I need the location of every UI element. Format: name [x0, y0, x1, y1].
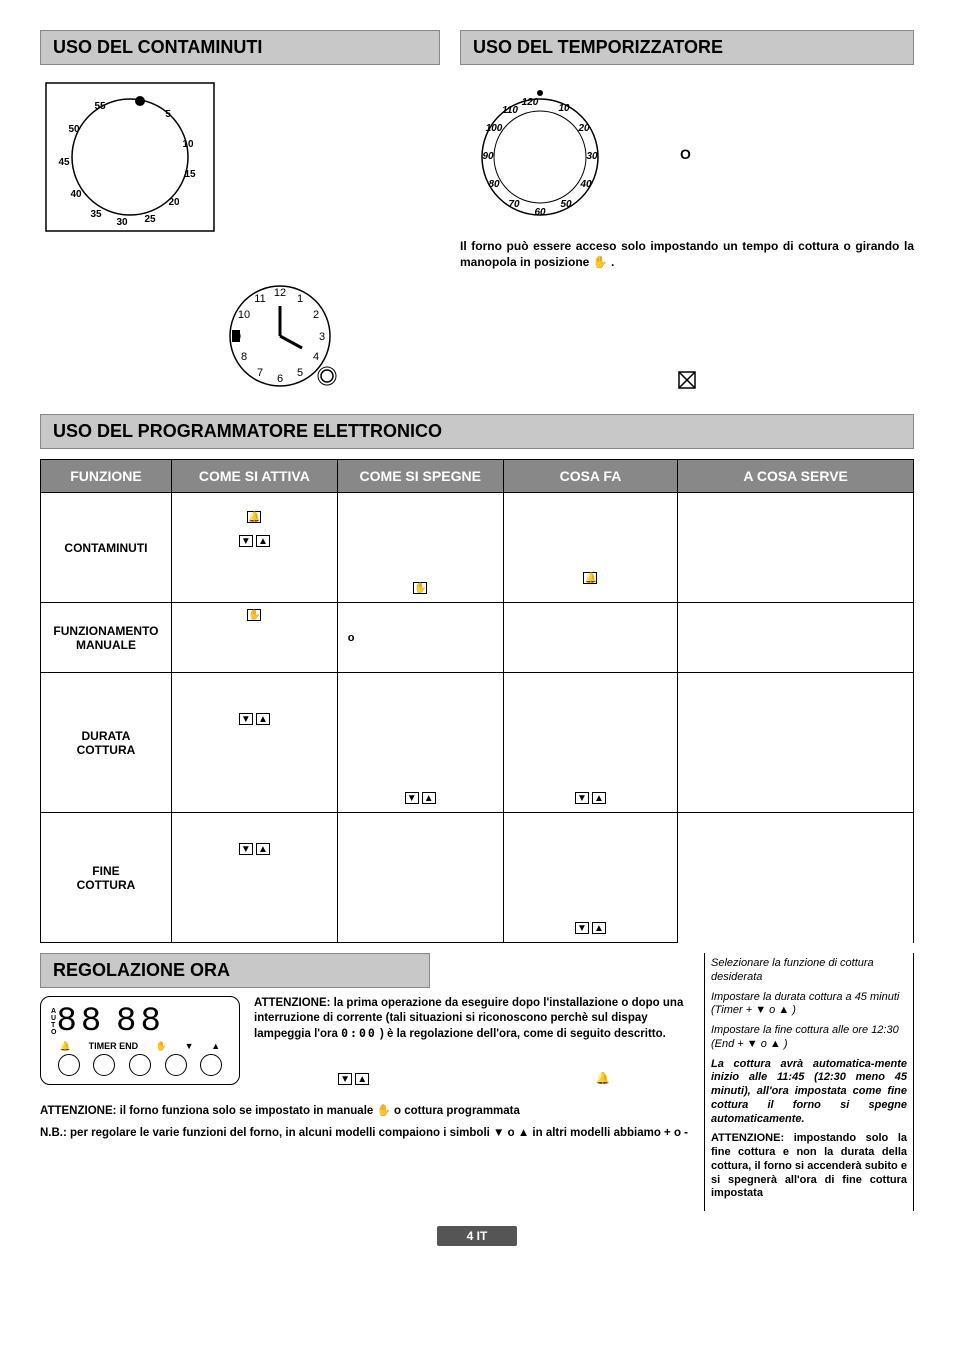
up-icon: ▲	[355, 1073, 369, 1085]
temporizzatore-dial: 10 20 30 40 50 60 70 80 90 100 110 120	[460, 79, 620, 229]
svg-text:8: 8	[241, 351, 247, 363]
timer-button[interactable]	[58, 1054, 80, 1076]
svg-text:10: 10	[182, 139, 194, 150]
svg-text:55: 55	[94, 101, 106, 112]
bell-outline-icon: 🔔	[596, 1073, 610, 1085]
svg-text:5: 5	[297, 367, 303, 379]
side-note: Selezionare la funzione di cottura desid…	[704, 953, 914, 1211]
down-icon: ▼	[239, 713, 253, 725]
hand-icon: ✋	[413, 582, 427, 594]
timer-panel: AUTO 88 88 🔔 TIMER END ✋ ▼ ▲	[40, 996, 240, 1085]
timer-up-icon: ▲	[211, 1041, 220, 1052]
svg-text:4: 4	[313, 351, 319, 363]
svg-text:20: 20	[168, 197, 180, 208]
regolazione-header: REGOLAZIONE ORA	[40, 953, 430, 988]
side-p2: Impostare la durata cottura a 45 minuti …	[711, 991, 907, 1019]
cell-o: o	[337, 603, 503, 673]
hand-box-icon: ✋	[247, 609, 261, 621]
svg-text:6: 6	[277, 373, 283, 385]
svg-text:25: 25	[144, 214, 156, 225]
down-icon: ▼	[575, 792, 589, 804]
contaminuti-header: USO DEL CONTAMINUTI	[40, 30, 440, 65]
up-icon: ▲	[256, 713, 270, 725]
svg-text:12: 12	[274, 287, 286, 299]
regolazione-nb: N.B.: per regolare le varie funzioni del…	[40, 1127, 694, 1139]
timer-button[interactable]	[129, 1054, 151, 1076]
timer-button[interactable]	[200, 1054, 222, 1076]
timer-button[interactable]	[165, 1054, 187, 1076]
page-number: 4 IT	[437, 1226, 518, 1246]
regolazione-warn2: ATTENZIONE: il forno funziona solo se im…	[40, 1103, 694, 1117]
svg-text:90: 90	[482, 151, 494, 162]
down-icon: ▼	[239, 843, 253, 855]
row-manuale: FUNZIONAMENTOMANUALE	[41, 603, 172, 673]
up-icon: ▲	[592, 792, 606, 804]
bell-icon: 🔔	[247, 511, 261, 523]
timer-down-icon: ▼	[185, 1041, 194, 1052]
page-footer: 4 IT	[40, 1229, 914, 1243]
svg-text:10: 10	[558, 103, 570, 114]
svg-text:7: 7	[257, 367, 263, 379]
svg-text:70: 70	[508, 199, 520, 210]
th-serve: A COSA SERVE	[678, 460, 914, 493]
th-attiva: COME SI ATTIVA	[171, 460, 337, 493]
programmatore-header: USO DEL PROGRAMMATORE ELETTRONICO	[40, 414, 914, 449]
row-durata: DURATACOTTURA	[41, 673, 172, 813]
timer-hand-icon: ✋	[156, 1041, 167, 1052]
svg-text:50: 50	[560, 199, 572, 210]
contaminuti-dial: 5 10 15 20 25 30 35 40 45 50 55	[40, 73, 440, 247]
timer-button[interactable]	[93, 1054, 115, 1076]
regolazione-warn1: ATTENZIONE: la prima operazione da esegu…	[254, 996, 694, 1042]
timer-bell-icon: 🔔	[60, 1041, 71, 1052]
svg-text:11: 11	[254, 293, 265, 305]
svg-text:30: 30	[586, 151, 598, 162]
th-spegne: COME SI SPEGNE	[337, 460, 503, 493]
svg-text:30: 30	[116, 217, 128, 228]
up-icon: ▲	[422, 792, 436, 804]
svg-text:40: 40	[579, 179, 592, 190]
th-funzione: FUNZIONE	[41, 460, 172, 493]
crossed-box-icon	[677, 370, 697, 390]
side-p4: La cottura avrà automatica-mente inizio …	[711, 1058, 907, 1127]
clock-dial: 12 1 2 3 4 5 6 7 8 9 10 11	[220, 276, 340, 396]
svg-text:2: 2	[313, 309, 319, 321]
down-icon: ▼	[405, 792, 419, 804]
svg-text:110: 110	[502, 105, 518, 116]
svg-text:1: 1	[297, 293, 303, 305]
svg-text:5: 5	[165, 109, 171, 120]
svg-text:10: 10	[238, 309, 250, 321]
timer-digits: 88 88	[56, 1005, 164, 1039]
timer-label-text: TIMER END	[89, 1041, 139, 1052]
th-cosafa: COSA FA	[503, 460, 678, 493]
down-icon: ▼	[239, 535, 253, 547]
svg-text:120: 120	[522, 97, 539, 108]
down-icon: ▼	[575, 922, 589, 934]
svg-text:15: 15	[184, 169, 196, 180]
side-p1: Selezionare la funzione di cottura desid…	[711, 957, 907, 985]
side-p3: Impostare la fine cottura alle ore 12:30…	[711, 1024, 907, 1052]
svg-text:40: 40	[70, 189, 82, 200]
temporizzatore-letter: O	[680, 146, 691, 162]
svg-text:80: 80	[488, 179, 500, 190]
row-contaminuti: CONTAMINUTI	[41, 493, 172, 603]
bell-icon: 🔔	[583, 572, 597, 584]
svg-text:50: 50	[68, 124, 80, 135]
svg-text:100: 100	[486, 123, 503, 134]
up-icon: ▲	[256, 843, 270, 855]
temporizzatore-note: Il forno può essere acceso solo impostan…	[460, 239, 914, 270]
programmatore-table: FUNZIONE COME SI ATTIVA COME SI SPEGNE C…	[40, 459, 914, 943]
svg-text:3: 3	[319, 331, 325, 343]
svg-text:45: 45	[58, 157, 70, 168]
svg-text:60: 60	[534, 207, 546, 218]
up-icon: ▲	[592, 922, 606, 934]
temporizzatore-header: USO DEL TEMPORIZZATORE	[460, 30, 914, 65]
row-fine: FINECOTTURA	[41, 813, 172, 943]
svg-text:20: 20	[577, 123, 590, 134]
svg-text:35: 35	[90, 209, 102, 220]
down-icon: ▼	[338, 1073, 352, 1085]
up-icon: ▲	[256, 535, 270, 547]
side-p5: ATTENZIONE: impostando solo la fine cott…	[711, 1132, 907, 1201]
